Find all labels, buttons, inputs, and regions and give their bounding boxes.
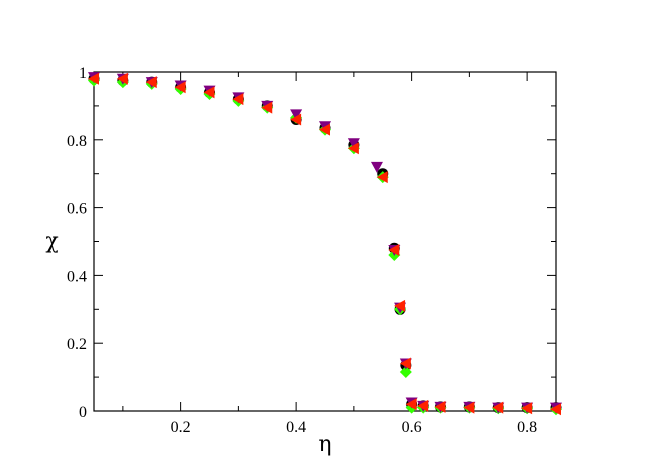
y-tick-label: 0.4 [67, 268, 87, 285]
y-tick-label: 1 [79, 65, 87, 82]
x-tick-label: 0.6 [402, 419, 422, 436]
data-point-triangle-left [434, 400, 446, 413]
data-point-triangle-left [347, 142, 359, 155]
data-point-triangle-left [405, 398, 417, 411]
data-point-triangle-left [116, 72, 128, 85]
data-point-triangle-left [203, 86, 215, 99]
x-tick-label: 0.8 [517, 419, 537, 436]
data-point-triangle-left [232, 93, 244, 106]
y-tick-label: 0.8 [67, 133, 87, 150]
y-axis-label: χ [45, 229, 58, 254]
data-points [88, 72, 562, 416]
axis-tick-labels: 0.2 0.4 0.6 0.8 0 0.2 0.4 0.6 0.8 1 [67, 65, 537, 436]
x-tick-label: 0.4 [286, 419, 306, 436]
data-point-triangle-left [394, 299, 406, 312]
data-point-triangle-left [376, 171, 388, 184]
y-tick-label: 0.6 [67, 201, 87, 218]
x-tick-label: 0.2 [171, 419, 191, 436]
data-point-triangle-left [399, 357, 411, 370]
data-point-diamond [399, 366, 412, 379]
data-point-triangle-left [145, 76, 157, 89]
y-tick-label: 0.2 [67, 336, 87, 353]
data-point-triangle-left [463, 401, 475, 414]
data-point-triangle-left [261, 101, 273, 114]
data-point-triangle-left [492, 401, 504, 414]
data-point-triangle-left [319, 123, 330, 136]
data-point-triangle-left [388, 243, 400, 256]
data-point-triangle-left [290, 113, 302, 126]
data-point-triangle-left [174, 81, 186, 94]
data-point-triangle-left [550, 403, 561, 416]
data-point-triangle-left [417, 399, 429, 412]
x-axis-label: η [318, 432, 331, 457]
data-point-triangle-left [521, 402, 533, 415]
data-point-triangle-down [290, 109, 303, 121]
y-tick-label: 0 [79, 404, 87, 421]
data-point-triangle-left [88, 72, 99, 85]
data-point-triangle-down [347, 138, 360, 150]
data-point-triangle-down [370, 161, 383, 173]
